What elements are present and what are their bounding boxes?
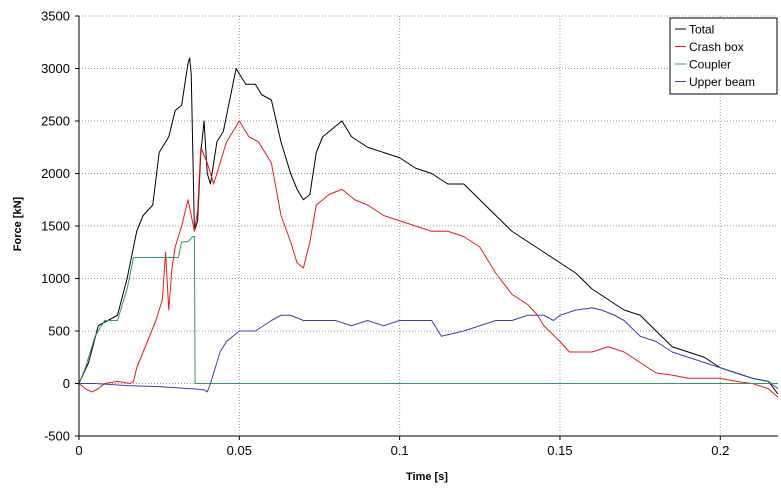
legend-label: Crash box bbox=[689, 40, 744, 54]
x-axis-title: Time [s] bbox=[406, 471, 448, 483]
x-tick-label: 0.1 bbox=[391, 443, 409, 458]
y-tick-label: 3500 bbox=[41, 9, 70, 24]
y-tick-label: 2500 bbox=[41, 114, 70, 129]
legend-label: Coupler bbox=[689, 58, 731, 72]
legend-label: Upper beam bbox=[689, 75, 755, 89]
y-tick-label: 500 bbox=[48, 324, 70, 339]
y-tick-label: 2000 bbox=[41, 166, 70, 181]
y-tick-label: 3000 bbox=[41, 61, 70, 76]
series-line-coupler bbox=[78, 236, 778, 384]
y-tick-label: 0 bbox=[63, 376, 70, 391]
x-tick-label: 0.15 bbox=[547, 443, 572, 458]
series-line-upper-beam bbox=[79, 307, 779, 393]
x-tick-label: 0 bbox=[75, 443, 82, 458]
series-line-total bbox=[78, 57, 779, 395]
legend-box bbox=[669, 17, 778, 95]
y-tick-label: 1500 bbox=[41, 219, 70, 234]
series-lines bbox=[78, 57, 779, 398]
legend-label: Total bbox=[689, 23, 714, 37]
y-tick-label: -500 bbox=[44, 429, 70, 444]
y-tick-label: 1000 bbox=[41, 271, 70, 286]
y-axis-title: Force [kN] bbox=[12, 196, 24, 251]
tick-labels: 0 0.05 0.1 0.15 0.2 -500 0 500 1000 1500 2000 2500 3… bbox=[41, 9, 729, 459]
x-tick-label: 0.05 bbox=[227, 443, 252, 458]
series-line-crash-box bbox=[78, 120, 779, 398]
x-tick-label: 0.2 bbox=[711, 443, 729, 458]
axes bbox=[75, 15, 778, 440]
legend: Total Crash box Coupler Upper beam bbox=[669, 17, 778, 95]
